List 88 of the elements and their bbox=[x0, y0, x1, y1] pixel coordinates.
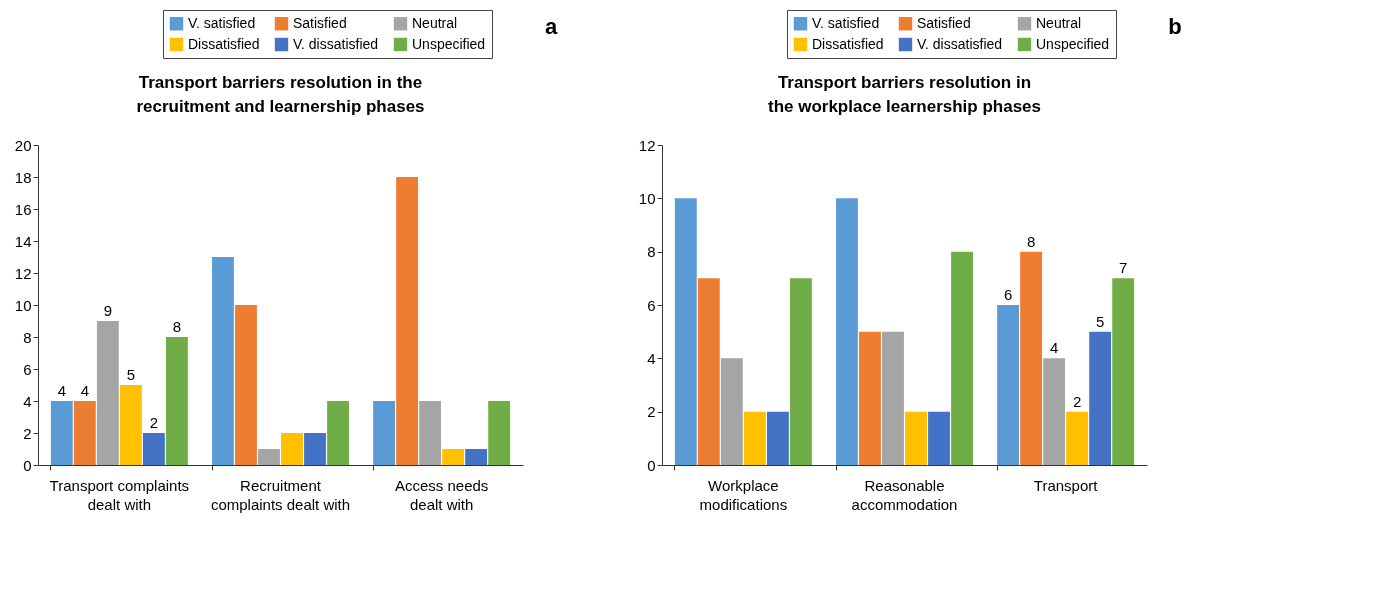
bar bbox=[905, 411, 927, 465]
bar bbox=[1089, 331, 1112, 465]
x-tick-label: Transport bbox=[1033, 476, 1099, 494]
chart-title: Transport barriers resolution in the workplace learnership phases bbox=[767, 73, 1042, 116]
bar bbox=[73, 401, 96, 465]
y-tick-label: 0 bbox=[23, 456, 32, 474]
y-tick-label: 6 bbox=[647, 296, 656, 314]
legend-label: Unspecified bbox=[412, 35, 486, 52]
bar bbox=[674, 198, 697, 465]
bar bbox=[1066, 411, 1089, 465]
bar bbox=[1020, 251, 1043, 465]
legend-label: Unspecified bbox=[1036, 35, 1110, 52]
y-tick-label: 20 bbox=[14, 136, 32, 154]
bar bbox=[419, 401, 442, 465]
x-tick-label: Access needs dealt with bbox=[394, 476, 489, 513]
y-tick-label: 6 bbox=[23, 360, 32, 378]
bar bbox=[465, 449, 488, 465]
data-label: 2 bbox=[149, 414, 159, 431]
bar bbox=[142, 433, 165, 465]
bar bbox=[766, 411, 789, 465]
y-tick-label: 0 bbox=[647, 456, 656, 474]
data-label: 9 bbox=[103, 302, 113, 319]
data-label: 5 bbox=[1095, 312, 1105, 330]
y-tick-label: 14 bbox=[14, 232, 32, 250]
legend-label: V. satisfied bbox=[812, 14, 880, 31]
y-tick-label: 8 bbox=[647, 243, 656, 261]
legend-label: Dissatisfied bbox=[188, 35, 260, 52]
bar bbox=[997, 305, 1020, 465]
data-label: 5 bbox=[126, 366, 136, 383]
bar bbox=[327, 401, 349, 465]
y-tick-label: 18 bbox=[14, 168, 32, 186]
chart-title: Transport barriers resolution in the recruitment and learnership phases bbox=[136, 73, 425, 116]
bar bbox=[882, 331, 904, 465]
y-tick-label: 16 bbox=[14, 200, 32, 218]
data-label: 4 bbox=[1049, 339, 1059, 357]
x-tick-label: Transport complaints dealt with bbox=[49, 476, 190, 513]
bar bbox=[165, 337, 188, 465]
bar bbox=[836, 198, 858, 465]
data-label: 4 bbox=[80, 382, 90, 399]
data-label: 8 bbox=[1026, 232, 1036, 250]
data-label: 2 bbox=[1072, 392, 1082, 410]
bar bbox=[1043, 358, 1066, 465]
legend-label: V. satisfied bbox=[188, 14, 256, 31]
bar bbox=[789, 278, 812, 465]
legend-label: Dissatisfied bbox=[812, 35, 884, 52]
bar bbox=[951, 251, 973, 465]
data-label: 6 bbox=[1003, 286, 1013, 303]
legend-label: Neutral bbox=[1036, 14, 1082, 31]
legend-label: Satisfied bbox=[917, 14, 971, 31]
x-tick-label: Workplace modifications bbox=[699, 476, 788, 513]
bar bbox=[1112, 278, 1135, 465]
x-tick-label: Reasonable accommodation bbox=[851, 476, 958, 513]
bar bbox=[928, 411, 950, 465]
bar bbox=[396, 177, 419, 465]
y-tick-label: 10 bbox=[638, 189, 656, 207]
bar bbox=[258, 449, 280, 465]
bar bbox=[212, 257, 234, 465]
legend-label: Neutral bbox=[412, 14, 458, 31]
bar bbox=[859, 331, 881, 465]
y-tick-label: 4 bbox=[23, 392, 32, 410]
bar bbox=[488, 401, 511, 465]
bar bbox=[697, 278, 720, 465]
bar bbox=[720, 358, 743, 465]
y-tick-label: 2 bbox=[23, 424, 32, 442]
bar bbox=[235, 305, 257, 465]
y-tick-label: 4 bbox=[647, 349, 656, 367]
y-tick-label: 2 bbox=[647, 403, 656, 421]
bar bbox=[50, 401, 73, 465]
x-tick-label: Recruitment complaints dealt with bbox=[210, 476, 351, 513]
bar bbox=[304, 433, 326, 465]
y-tick-label: 12 bbox=[638, 136, 656, 154]
bar bbox=[96, 321, 119, 465]
bar bbox=[119, 385, 142, 465]
data-label: 4 bbox=[57, 382, 66, 399]
bar bbox=[373, 401, 396, 465]
text: b bbox=[1168, 14, 1182, 39]
data-label: 8 bbox=[172, 318, 182, 335]
legend-label: V. dissatisfied bbox=[293, 35, 379, 52]
text: a bbox=[544, 14, 558, 39]
bar bbox=[281, 433, 303, 465]
bar bbox=[743, 411, 766, 465]
bar bbox=[442, 449, 465, 465]
y-tick-label: 8 bbox=[23, 328, 32, 346]
y-tick-label: 10 bbox=[14, 296, 32, 314]
legend-label: Satisfied bbox=[293, 14, 347, 31]
y-tick-label: 12 bbox=[14, 264, 32, 282]
legend-label: V. dissatisfied bbox=[917, 35, 1003, 52]
data-label: 7 bbox=[1119, 259, 1128, 277]
